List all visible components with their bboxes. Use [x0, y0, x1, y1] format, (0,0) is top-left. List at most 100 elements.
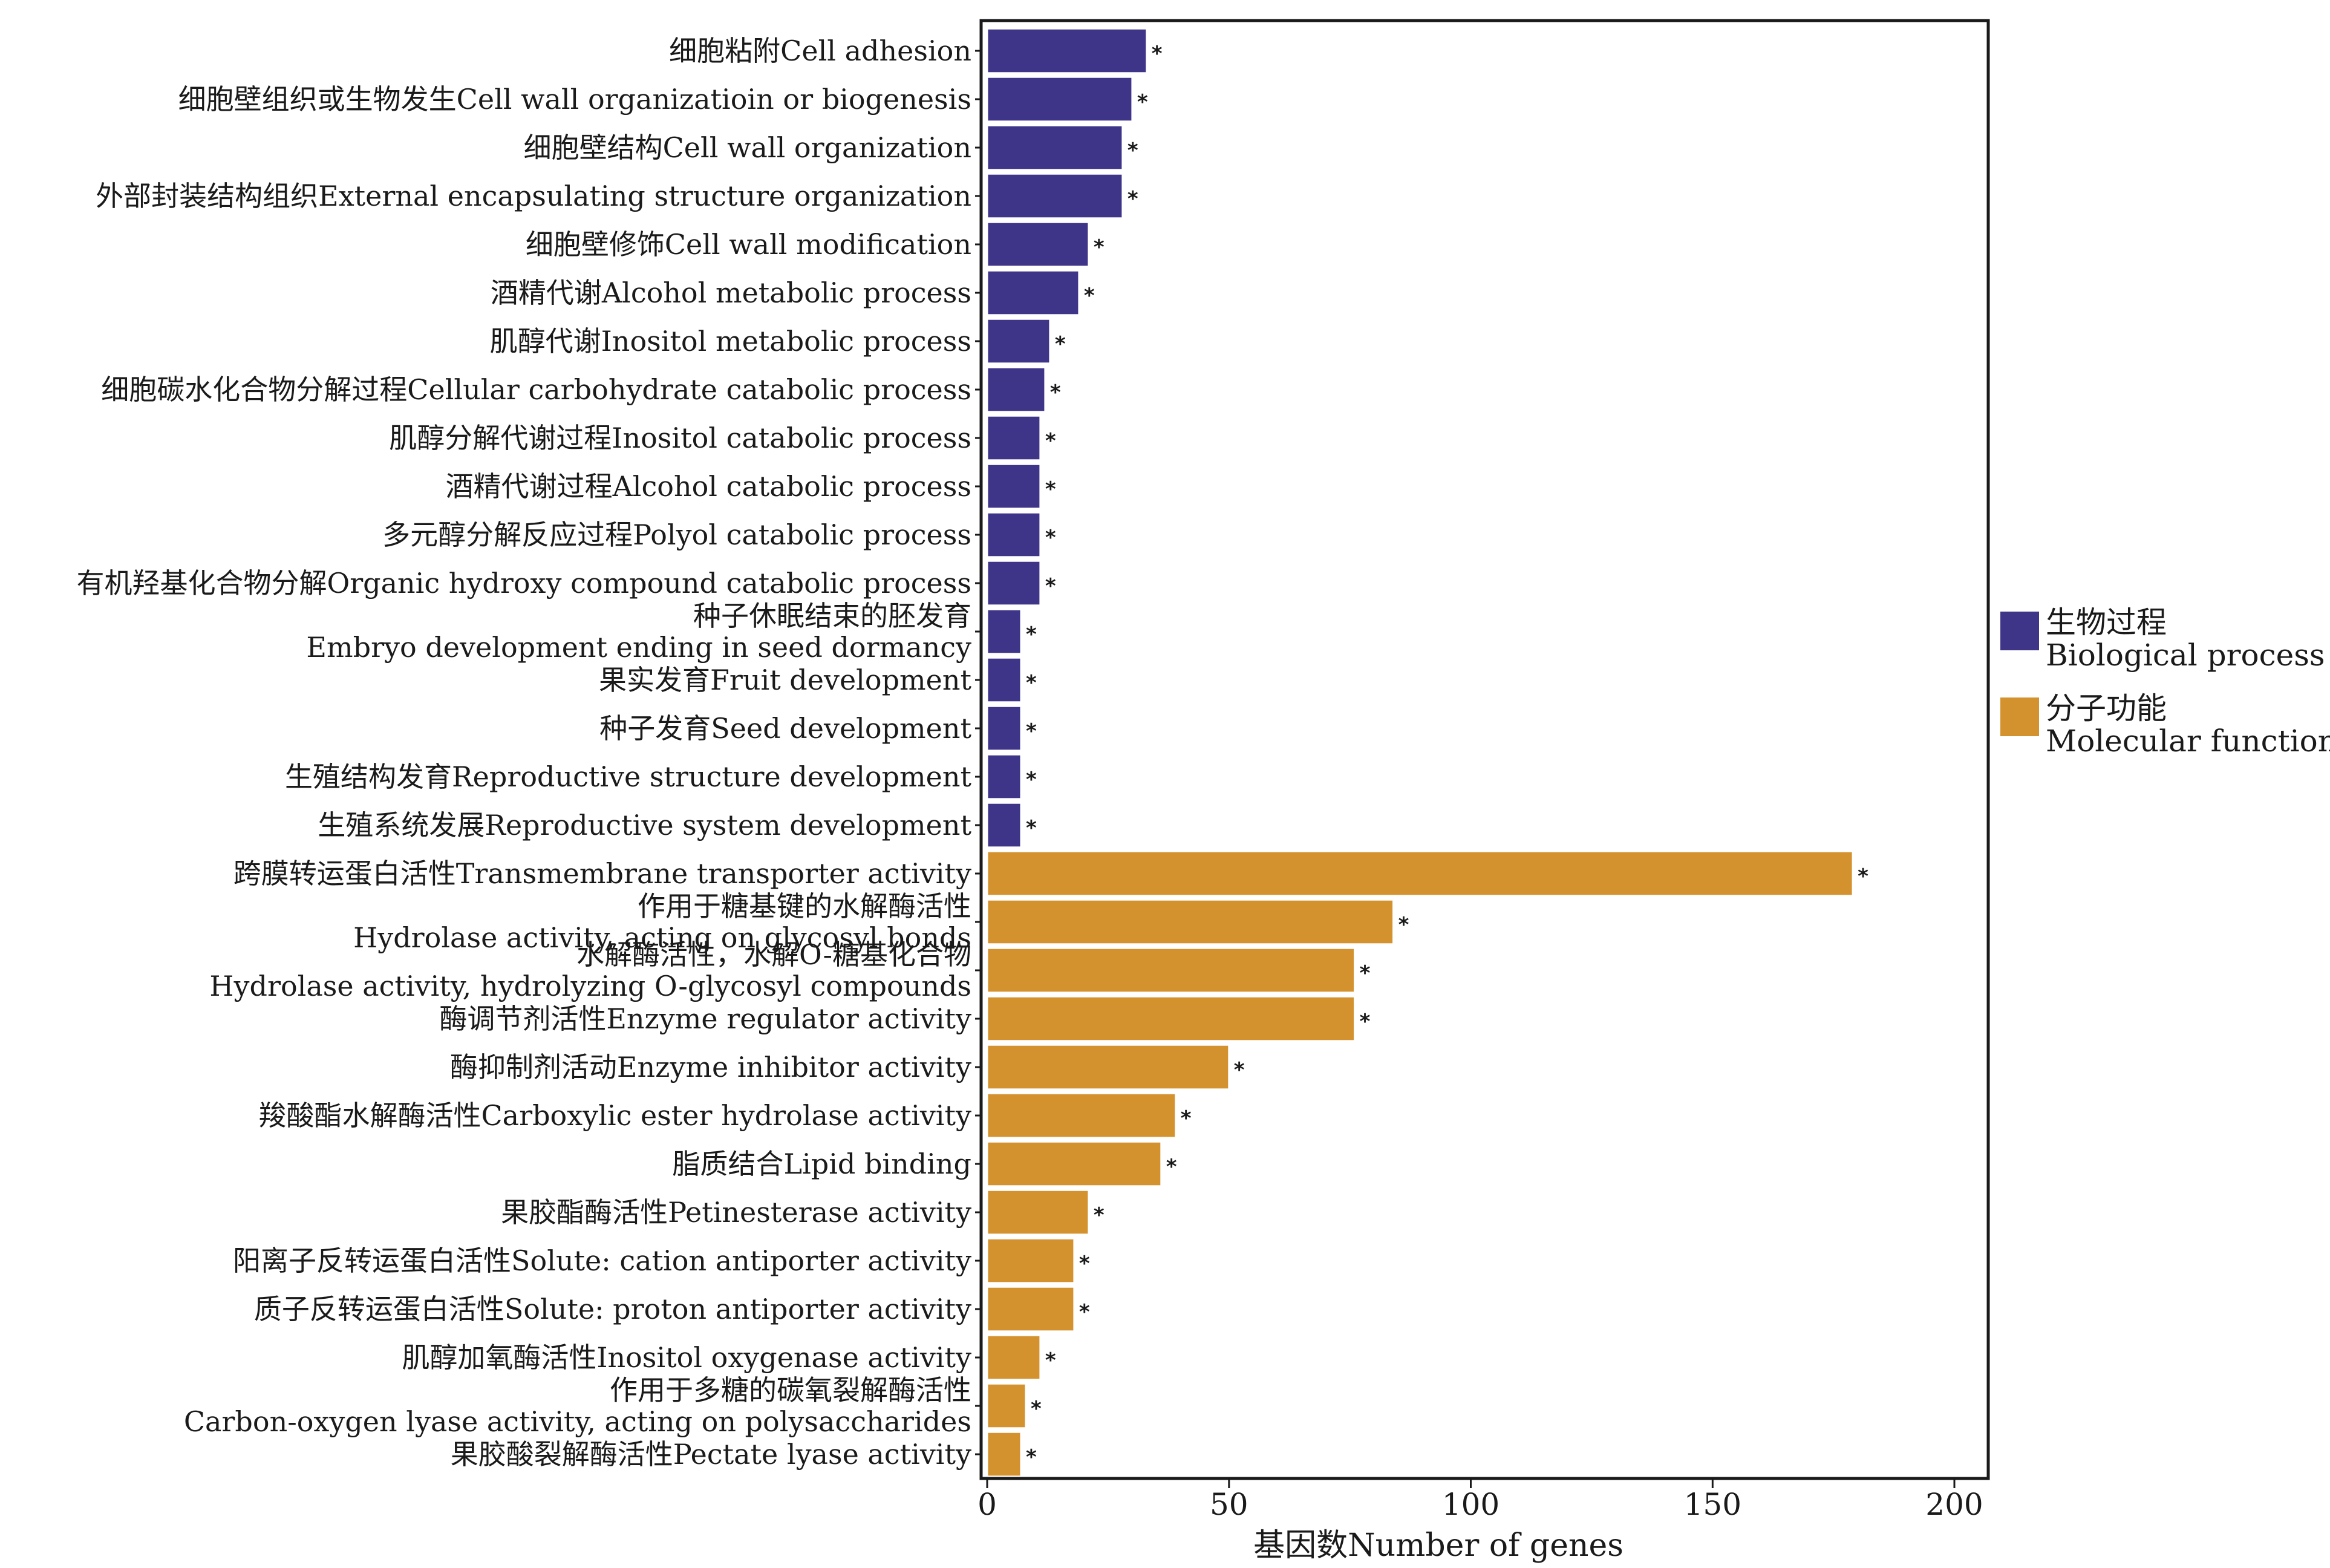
category-label-2: 细胞壁组织或生物发生Cell wall organizatioin or bio… — [178, 83, 971, 116]
category-label-24: 脂质结合Lipid binding — [673, 1148, 972, 1180]
significance-star-20: * — [1360, 961, 1371, 985]
significance-star-2: * — [1137, 90, 1148, 114]
category-label-17: 生殖系统发展Reproductive system development — [318, 809, 971, 841]
significance-star-18: * — [1858, 864, 1868, 889]
bar-23 — [986, 1092, 1177, 1139]
bar-28 — [986, 1334, 1042, 1381]
bar-3 — [986, 124, 1124, 171]
category-label-8: 细胞碳水化合物分解过程Cellular carbohydrate catabol… — [101, 373, 971, 406]
significance-star-13: * — [1026, 622, 1037, 647]
significance-star-24: * — [1166, 1155, 1177, 1179]
category-label-14: 果实发育Fruit development — [599, 664, 972, 696]
bar-12 — [986, 560, 1042, 607]
significance-star-22: * — [1234, 1058, 1245, 1082]
category-label-12: 有机羟基化合物分解Organic hydroxy compound catabo… — [76, 567, 971, 599]
category-label-23: 羧酸酯水解酶活性Carboxylic ester hydrolase activ… — [258, 1099, 971, 1132]
significance-star-27: * — [1079, 1300, 1090, 1324]
significance-star-17: * — [1026, 816, 1037, 840]
category-label-29-line1: 作用于多糖的碳氧裂解酶活性 — [610, 1374, 971, 1406]
significance-star-11: * — [1045, 526, 1056, 550]
significance-star-28: * — [1045, 1348, 1056, 1373]
significance-star-21: * — [1360, 1010, 1371, 1034]
legend-label-2-zh: 分子功能 — [2046, 691, 2167, 726]
significance-star-12: * — [1045, 574, 1056, 598]
significance-star-6: * — [1084, 284, 1095, 308]
significance-star-29: * — [1031, 1397, 1042, 1421]
bar-8 — [986, 366, 1046, 413]
significance-star-7: * — [1055, 332, 1066, 356]
legend-label-1-zh: 生物过程 — [2046, 605, 2167, 640]
bar-15 — [986, 705, 1022, 752]
x-axis: 0 50 100 150 200 — [977, 1477, 1988, 1522]
bar-24 — [986, 1140, 1163, 1187]
legend-swatch-2 — [1999, 696, 2040, 737]
bar-16 — [986, 753, 1022, 800]
significance-star-10: * — [1045, 477, 1056, 501]
bars-layer — [986, 27, 1854, 1478]
category-label-7: 肌醇代谢Inositol metabolic process — [490, 325, 971, 358]
significance-star-15: * — [1026, 719, 1037, 743]
category-label-10: 酒精代谢过程Alcohol catabolic process — [446, 470, 971, 503]
x-tick-label-100: 100 — [1442, 1487, 1499, 1522]
bar-6 — [986, 269, 1080, 316]
significance-star-5: * — [1094, 235, 1105, 260]
category-label-28: 肌醇加氧酶活性Inositol oxygenase activity — [402, 1341, 971, 1374]
legend-label-2-en: Molecular function — [2046, 724, 2330, 759]
bar-9 — [986, 414, 1042, 462]
category-label-18: 跨膜转运蛋白活性Transmembrane transporter activi… — [233, 857, 971, 890]
significance-star-25: * — [1094, 1203, 1105, 1227]
significance-star-8: * — [1050, 381, 1061, 405]
category-label-21: 酶调节剂活性Enzyme regulator activity — [439, 1002, 971, 1035]
category-label-26: 阳离子反转运蛋白活性Solute: cation antiporter acti… — [233, 1244, 971, 1277]
bar-22 — [986, 1044, 1230, 1091]
bar-7 — [986, 318, 1051, 365]
bar-11 — [986, 511, 1042, 558]
category-label-20-line1: 水解酶活性，水解O-糖基化合物 — [576, 938, 971, 971]
category-label-25: 果胶酯酶活性Petinesterase activity — [501, 1196, 971, 1229]
bar-14 — [986, 656, 1022, 704]
category-labels: 细胞粘附Cell adhesion 细胞壁组织或生物发生Cell wall org… — [76, 34, 981, 1471]
significance-star-30: * — [1026, 1445, 1037, 1469]
bar-13 — [986, 608, 1022, 655]
significance-star-16: * — [1026, 768, 1037, 792]
category-label-4: 外部封装结构组织External encapsulating structure… — [96, 180, 971, 212]
bar-26 — [986, 1237, 1075, 1284]
category-label-9: 肌醇分解代谢过程Inositol catabolic process — [389, 422, 971, 454]
category-label-11: 多元醇分解反应过程Polyol catabolic process — [382, 518, 971, 551]
significance-star-9: * — [1045, 429, 1056, 453]
significance-star-23: * — [1181, 1106, 1192, 1131]
category-label-29-line2: Carbon-oxygen lyase activity, acting on … — [184, 1405, 971, 1438]
significance-star-3: * — [1127, 139, 1138, 163]
bar-1 — [986, 27, 1148, 74]
x-tick-label-150: 150 — [1684, 1487, 1741, 1522]
significance-markers: ****************************** — [1026, 42, 1868, 1469]
category-label-5: 细胞壁修饰Cell wall modification — [526, 228, 971, 261]
category-label-20-line2: Hydrolase activity, hydrolyzing O-glycos… — [209, 970, 971, 1002]
category-label-19-line1: 作用于糖基键的水解酶活性 — [638, 890, 971, 923]
x-tick-label-50: 50 — [1210, 1487, 1248, 1522]
bar-30 — [986, 1431, 1022, 1478]
category-label-30: 果胶酸裂解酶活性Pectate lyase activity — [451, 1438, 971, 1471]
bar-29 — [986, 1382, 1027, 1429]
bar-27 — [986, 1285, 1075, 1333]
plot-panel-frame — [979, 19, 1990, 1480]
bar-20 — [986, 947, 1356, 994]
category-label-13-line2: Embryo development ending in seed dorman… — [306, 631, 971, 664]
category-label-3: 细胞壁结构Cell wall organization — [524, 131, 971, 164]
x-tick-label-0: 0 — [977, 1487, 997, 1522]
x-axis-title: 基因数Number of genes — [1253, 1527, 1623, 1564]
bar-2 — [986, 76, 1134, 123]
bar-18 — [986, 850, 1854, 897]
bar-19 — [986, 898, 1395, 946]
significance-star-14: * — [1026, 671, 1037, 695]
significance-star-26: * — [1079, 1252, 1090, 1276]
category-label-27: 质子反转运蛋白活性Solute: proton antiporter activ… — [254, 1293, 971, 1325]
category-label-15: 种子发育Seed development — [599, 712, 971, 745]
category-label-13-line1: 种子休眠结束的胚发育 — [693, 599, 971, 632]
category-label-6: 酒精代谢Alcohol metabolic process — [491, 276, 971, 309]
significance-star-4: * — [1127, 187, 1138, 211]
bar-25 — [986, 1189, 1090, 1236]
category-label-19-line2: Hydrolase activity, acting on glycosyl b… — [353, 921, 971, 954]
